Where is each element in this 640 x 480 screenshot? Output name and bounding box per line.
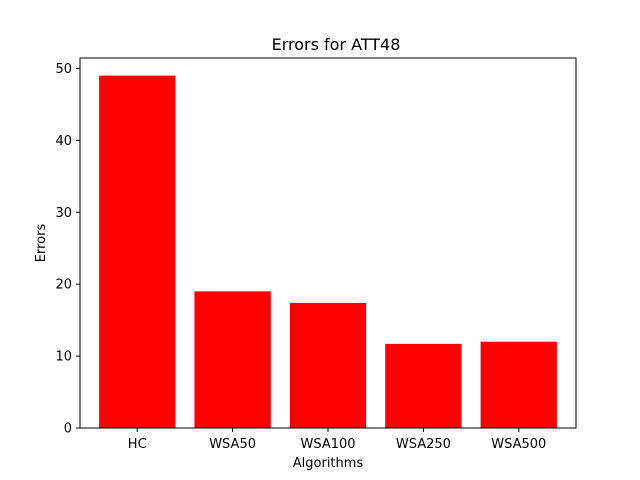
y-axis-ticks: 0 10 20 30 40 50: [55, 62, 80, 437]
x-tick-label: WSA250: [396, 437, 451, 452]
bars: [99, 75, 557, 428]
plot-frame: [79, 57, 577, 429]
bar-hc: [99, 75, 176, 428]
y-tick-label: 20: [55, 278, 72, 293]
y-axis-label: Errors: [34, 224, 49, 263]
x-tick-label: HC: [128, 437, 147, 452]
bar-wsa50: [194, 291, 271, 428]
y-tick-label: 40: [55, 134, 72, 149]
x-axis-ticks: HC WSA50 WSA100 WSA250 WSA500: [128, 428, 546, 452]
y-tick-label: 30: [55, 206, 72, 221]
bar-wsa100: [289, 302, 367, 428]
x-tick-label: WSA100: [300, 437, 355, 452]
x-tick-label: WSA50: [209, 437, 256, 452]
y-tick-label: 0: [64, 422, 72, 437]
bar-wsa250: [385, 343, 462, 428]
y-tick-label: 10: [55, 350, 72, 365]
bar-wsa500: [480, 341, 557, 428]
y-tick-label: 50: [55, 62, 72, 77]
chart-title: Errors for ATT48: [272, 35, 401, 54]
x-axis-label: Algorithms: [293, 456, 364, 471]
x-tick-label: WSA500: [491, 437, 546, 452]
